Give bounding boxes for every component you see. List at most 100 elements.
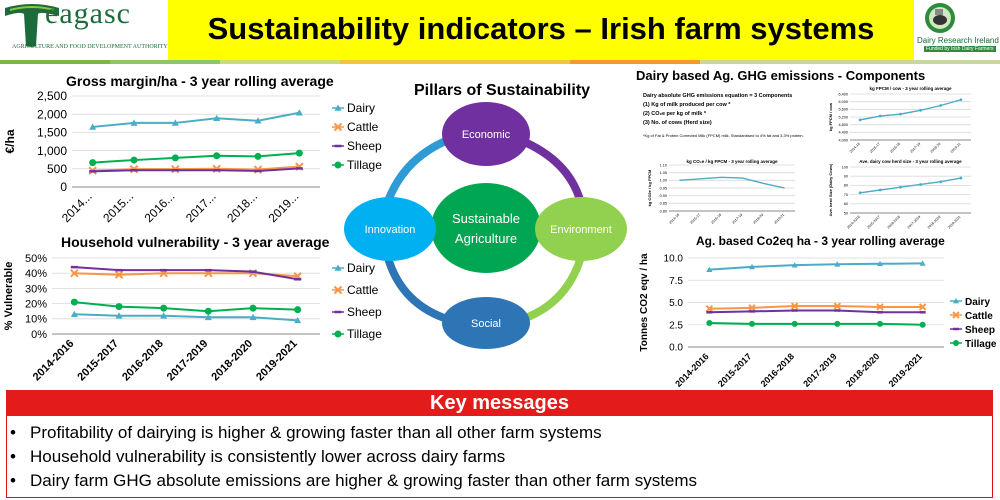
innovation-label: Innovation [365, 224, 416, 236]
data-point-main [858, 118, 862, 122]
data-point-tillage [89, 159, 97, 167]
x-tick-label: 2014-16 [668, 213, 680, 225]
x-tick-label: 2014-2016 [31, 338, 77, 384]
y-tick-label: 6,400 [838, 92, 848, 96]
x-tick-label: 2014... [59, 189, 95, 225]
pillars-title: Pillars of Sustainability [414, 82, 591, 99]
data-point-main [899, 112, 902, 116]
data-point-tillage [130, 156, 138, 164]
data-point-tillage [877, 320, 883, 327]
y-tick-label: 2,500 [37, 89, 67, 103]
arc-social-innovation [384, 256, 452, 324]
color-stripe [0, 60, 1000, 64]
dri-tagline: Funded by Irish Dairy Farmers [924, 46, 996, 52]
y-tick-label: 90 [844, 175, 848, 179]
x-tick-label: 2017-2019 [801, 351, 839, 389]
key-message-1-text: Profitability of dairying is higher & gr… [30, 423, 602, 442]
y-tick-label: 0% [31, 329, 47, 341]
data-point-main [878, 188, 882, 192]
key-message-3: • Dairy farm GHG absolute emissions are h… [10, 471, 697, 491]
x-tick-label: 2018-20 [752, 213, 764, 225]
y-tick-label: 0.90 [660, 194, 667, 198]
ghg-component-3: (3) No. of cows (Herd size) [643, 120, 712, 126]
legend-label-dairy: Dairy [965, 297, 990, 308]
gross-margin-title: Gross margin/ha - 3 year rolling average [66, 73, 334, 89]
x-tick-label: 2016-2018 [120, 338, 166, 384]
center-circle [431, 183, 541, 273]
data-point-dairy [254, 117, 262, 124]
page-title: Sustainability indicators – Irish farm s… [207, 11, 875, 46]
series-line-dairy [92, 111, 300, 128]
series-line-sheep [74, 266, 298, 281]
legend-label-cattle: Cattle [347, 120, 379, 134]
legend-label-cattle: Cattle [965, 311, 993, 322]
bullet: • [10, 423, 16, 442]
dri-name: Dairy Research Ireland [917, 36, 999, 45]
y-tick-label: 5,200 [838, 115, 848, 119]
data-point-dairy [130, 119, 138, 126]
environment-label: Environment [550, 224, 612, 236]
y-tick-label: 4,800 [838, 123, 848, 127]
data-point-dairy [115, 312, 123, 319]
data-point-dairy [171, 119, 179, 126]
co2eq-ha-chart: 0.0 2.5 5.0 7.5 10.0 2014-2016 2015-2017 2016-2… [639, 253, 997, 389]
y-tick-label: 60 [844, 202, 848, 206]
x-tick-label: 2017... [183, 189, 219, 225]
data-point-tillage [919, 321, 926, 328]
data-point-main [858, 191, 862, 195]
x-tick-label: 2016-18 [710, 213, 722, 225]
y-axis-label: €/ha [3, 129, 17, 153]
teagasc-wordmark: eagasc [45, 0, 131, 30]
environment-circle [535, 197, 627, 261]
y-tick-label: 7.5 [669, 276, 683, 287]
arc-environment-social [518, 258, 584, 324]
data-point-dairy [294, 316, 302, 324]
dairy-research-ireland-logo [918, 0, 1000, 60]
y-tick-label: 50 [844, 211, 848, 215]
x-tick-label: 2016-18 [889, 142, 901, 154]
y-tick-label: 2,000 [37, 107, 67, 121]
y-tick-label: 1.05 [660, 171, 667, 175]
y-tick-label: 100 [842, 165, 848, 169]
series-line-tillage [92, 152, 300, 164]
series-line-main [859, 177, 962, 194]
key-message-3-text: Dairy farm GHG absolute emissions are hi… [30, 471, 698, 490]
data-point-tillage [706, 319, 713, 326]
bullet: • [10, 471, 16, 490]
key-message-2-text: Household vulnerability is consistently … [30, 447, 506, 466]
legend-label-tillage: Tillage [347, 158, 382, 172]
data-point-main [919, 183, 922, 186]
x-tick-label: 2017-19 [909, 142, 921, 154]
data-point-main [899, 185, 902, 189]
x-tick-label: 2014-16 [849, 142, 861, 154]
teagasc-tagline: Agriculture and Food Development Authori… [12, 44, 168, 50]
data-point-tillage [115, 303, 123, 311]
x-tick-label: 2016-2018 [759, 351, 797, 389]
x-tick-label: 2018... [224, 189, 260, 225]
data-point-tillage [749, 320, 755, 327]
data-point-dairy [877, 260, 883, 267]
household-vulnerability-title: Household vulnerability - 3 year average [61, 234, 330, 250]
y-tick-label: 30% [25, 283, 47, 295]
y-axis-label: Tonnes CO2 eqv / ha [639, 253, 650, 352]
data-point-tillage [160, 304, 168, 312]
data-point-tillage [254, 152, 262, 160]
x-tick-label: 2019-2021 [947, 215, 962, 229]
herd-size-chart: 50 60 70 80 90 100 2014-2016 2015-2017 2016-2018… [828, 159, 971, 229]
x-tick-label: 2017-2019 [165, 338, 211, 384]
pillars-diagram: Sustainable Agriculture Economic Environ… [344, 102, 627, 349]
data-point-cattle [748, 304, 756, 312]
y-tick-label: 20% [25, 298, 47, 310]
series-line-main [859, 99, 962, 121]
data-point-main [939, 180, 943, 184]
mini-chart-title: kg FPCM / cow - 3 year rolling average [869, 86, 952, 91]
y-tick-label: 4,400 [838, 131, 848, 135]
co2eq-ha-title: Ag. based Co2eq ha - 3 year rolling aver… [696, 234, 945, 248]
legend-label-sheep: Sheep [965, 325, 995, 336]
y-axis-label: kg CO2e / kg FPCM [647, 169, 652, 206]
x-tick-label: 2019-2021 [254, 338, 300, 384]
data-point-dairy [834, 261, 841, 267]
data-point-main [959, 98, 963, 102]
cow-badge-icon [925, 3, 955, 33]
series-line-cattle [92, 165, 300, 172]
